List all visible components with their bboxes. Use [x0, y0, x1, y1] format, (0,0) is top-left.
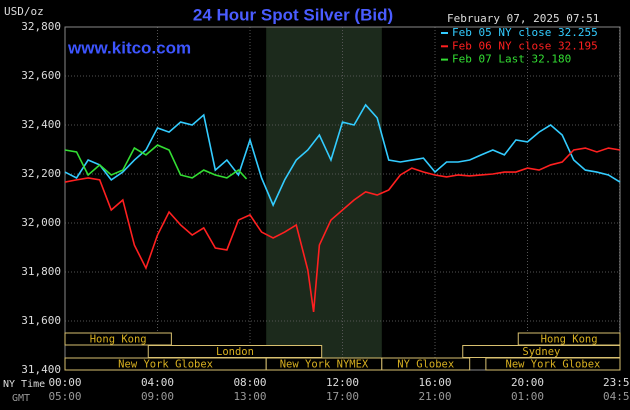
x-tick-label: 12:00 — [326, 376, 359, 389]
x2-tick-label: 17:00 — [326, 390, 359, 403]
y-tick-label: 31,400 — [21, 363, 61, 376]
x2-tick-label: 13:00 — [233, 390, 266, 403]
legend-label: Feb 07 Last 32.180 — [452, 53, 571, 66]
y-tick-label: 31,600 — [21, 314, 61, 327]
y-tick-label: 32,000 — [21, 216, 61, 229]
y-tick-label: 32,400 — [21, 118, 61, 131]
x2-axis-label: GMT — [12, 393, 30, 404]
session-label: New York Globex — [506, 359, 601, 371]
x-tick-label: 23:59 — [603, 376, 630, 389]
series-line — [64, 144, 248, 180]
series-line — [64, 103, 621, 208]
legend-label: Feb 06 NY close 32.195 — [452, 39, 598, 52]
x-tick-label: 04:00 — [141, 376, 174, 389]
nymex-shade — [266, 27, 382, 370]
x-tick-label: 08:00 — [233, 376, 266, 389]
y-tick-label: 32,800 — [21, 20, 61, 33]
x-axis-label: NY Time — [3, 379, 45, 390]
x2-tick-label: 04:59 — [603, 390, 630, 403]
site-annotation: www.kitco.com — [67, 38, 191, 57]
y-axis-label: USD/oz — [4, 5, 44, 18]
session-label: NY Globex — [397, 359, 454, 371]
session-label: New York NYMEX — [280, 359, 369, 371]
x-tick-label: 00:00 — [48, 376, 81, 389]
chart-title: 24 Hour Spot Silver (Bid) — [193, 5, 393, 24]
y-tick-label: 31,800 — [21, 265, 61, 278]
x2-tick-label: 21:00 — [418, 390, 451, 403]
session-bar — [64, 332, 172, 346]
x2-tick-label: 01:00 — [511, 390, 544, 403]
session-bar — [381, 357, 471, 371]
x2-tick-label: 09:00 — [141, 390, 174, 403]
x2-tick-label: 05:00 — [48, 390, 81, 403]
x-tick-label: 20:00 — [511, 376, 544, 389]
session-label: Sydney — [522, 346, 560, 358]
session-label: London — [216, 346, 254, 358]
session-label: Hong Kong — [90, 334, 147, 346]
x-tick-label: 16:00 — [418, 376, 451, 389]
timestamp: February 07, 2025 07:51 — [447, 12, 599, 25]
series-line — [64, 147, 621, 313]
session-bar — [485, 357, 621, 371]
legend-label: Feb 05 NY close 32.255 — [452, 26, 598, 39]
session-label: New York Globex — [118, 359, 213, 371]
y-tick-label: 32,200 — [21, 167, 61, 180]
y-tick-label: 32,600 — [21, 69, 61, 82]
session-label: Hong Kong — [541, 334, 598, 346]
